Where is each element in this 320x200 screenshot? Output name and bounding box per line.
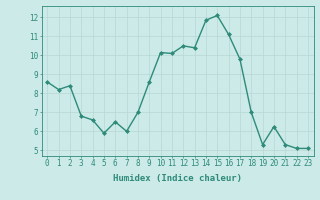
X-axis label: Humidex (Indice chaleur): Humidex (Indice chaleur) [113, 174, 242, 183]
